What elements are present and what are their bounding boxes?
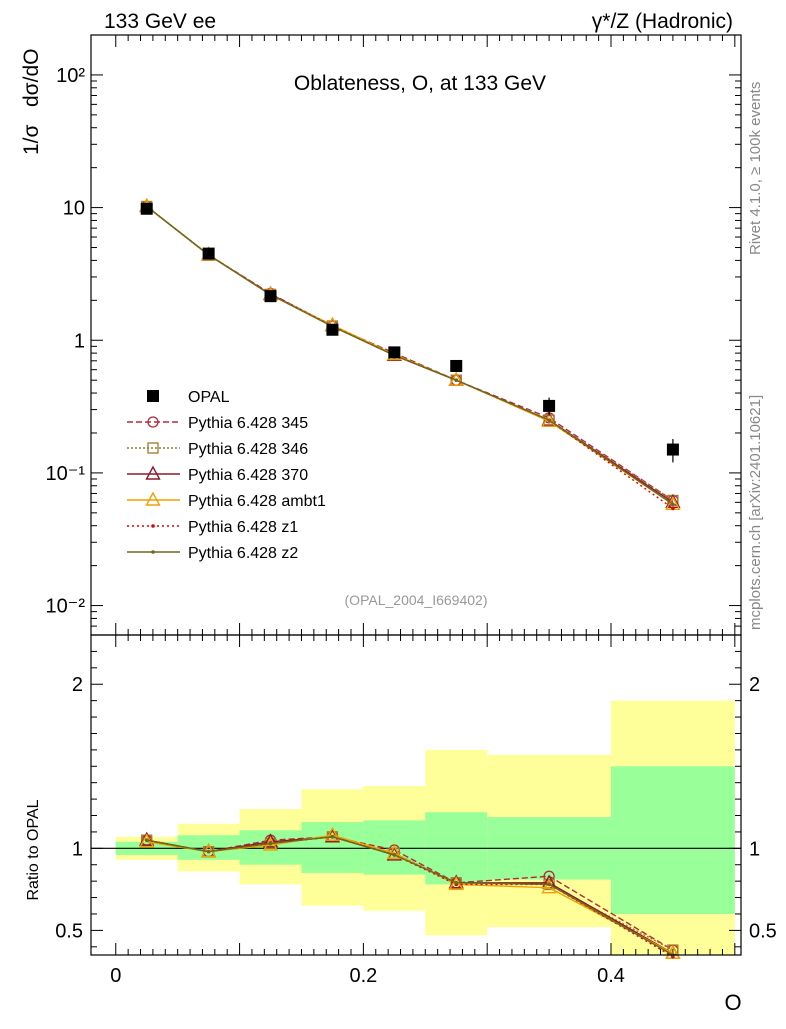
y-label-norm: 1/σ [20, 124, 43, 155]
data-point-1 [202, 247, 215, 260]
y-label-deriv: dσ/dO [20, 49, 43, 108]
data-point-3 [326, 323, 339, 336]
ratio-panel: 0 0.2 0.4 0.5 0.5 1 1 2 2 [55, 634, 777, 987]
legend-marker-data [147, 390, 159, 402]
ratio-ytick-label-left: 2 [72, 674, 83, 696]
ratio-xtick-label: 0.2 [349, 965, 377, 987]
ratio-point-p370-2 [262, 833, 279, 848]
ratio-point-z2-2 [268, 841, 273, 846]
ratio-point-z2-3 [330, 835, 335, 839]
ratio-point-z2-4 [392, 853, 397, 857]
legend-marker-ambt1 [145, 491, 161, 506]
series-line-z2 [146, 205, 674, 505]
ratio-ytick-label-right: 2 [749, 674, 760, 696]
ratio-ytick-label-left: 1 [72, 838, 83, 860]
main-ytick-label: 10² [56, 65, 85, 87]
legend-label-z2: Pythia 6.428 z2 [188, 545, 298, 562]
series-line-ambt1 [146, 205, 674, 505]
mcplots-label: mcplots.cern.ch [arXiv:2401.10621] [747, 395, 764, 630]
chart-title: Oblateness, O, at 133 GeV [294, 72, 546, 95]
main-panel: 10⁻² 10⁻¹ 1 10 10² [46, 34, 741, 636]
point-z2-6 [547, 418, 551, 422]
main-y-axis-label: 1/σ dσ/dO [20, 49, 43, 156]
main-ytick-label: 10 [63, 198, 85, 220]
ratio-point-p370-0 [139, 831, 155, 846]
legend-marker-z1 [151, 524, 155, 528]
legend-label-ambt1: Pythia 6.428 ambt1 [188, 493, 326, 510]
header-process: γ*/Z (Hadronic) [592, 10, 733, 33]
ratio-uncertainty-bands [115, 700, 735, 955]
ratio-ytick-label-right: 1 [749, 838, 760, 860]
legend-marker-p345 [147, 416, 159, 428]
ratio-ytick-label-left: 0.5 [55, 920, 83, 942]
ratio-line-z2 [146, 836, 674, 956]
ratio-point-z2-1 [206, 849, 211, 854]
data-point-4 [388, 346, 401, 359]
legend-label-p345: Pythia 6.428 345 [188, 415, 308, 432]
ratio-frame [90, 634, 742, 956]
main-ytick-label: 1 [74, 330, 85, 352]
ratio-point-z2-0 [144, 838, 149, 842]
analysis-id: (OPAL_2004_I669402) [345, 592, 488, 608]
point-z2-7 [671, 502, 675, 507]
ratio-xtick-label: 0.4 [597, 965, 625, 987]
x-axis-label: O [724, 990, 741, 1015]
legend: OPAL Pythia 6.428 345 Pythia 6.428 346 Pyth… [127, 389, 326, 562]
main-ytick-label: 10⁻² [46, 596, 86, 618]
legend-label-z1: Pythia 6.428 z1 [188, 519, 298, 536]
legend-label-data: OPAL [188, 389, 230, 406]
ratio-y-axis-label: Ratio to OPAL [25, 799, 42, 900]
legend-marker-z2 [151, 550, 155, 554]
ratio-point-ambt1-3 [324, 826, 341, 841]
series-line-z1 [146, 205, 674, 509]
legend-marker-p370 [145, 465, 161, 480]
data-point-5 [450, 359, 463, 372]
data-point-6 [543, 399, 556, 412]
point-ambt1-6 [541, 412, 557, 427]
legend-label-p370: Pythia 6.428 370 [188, 467, 308, 484]
point-z1-7 [671, 506, 675, 511]
band-inner-7 [611, 766, 735, 914]
ratio-point-z2-5 [454, 880, 459, 885]
legend-label-p346: Pythia 6.428 346 [188, 441, 308, 458]
data-point-7 [666, 443, 679, 456]
ratio-point-z2-6 [547, 882, 551, 887]
data-point-0 [140, 202, 153, 215]
rivet-label: Rivet 4.1.0, ≥ 100k events [747, 82, 764, 255]
point-z2-5 [454, 378, 459, 382]
ratio-xtick-label: 0 [110, 965, 121, 987]
legend-marker-p346 [147, 442, 159, 454]
ratio-ytick-label-right: 0.5 [749, 920, 777, 942]
ratio-point-ambt1-4 [386, 844, 403, 859]
data-point-2 [264, 290, 277, 303]
main-ytick-label: 10⁻¹ [46, 463, 86, 485]
header-energy: 133 GeV ee [104, 10, 216, 33]
